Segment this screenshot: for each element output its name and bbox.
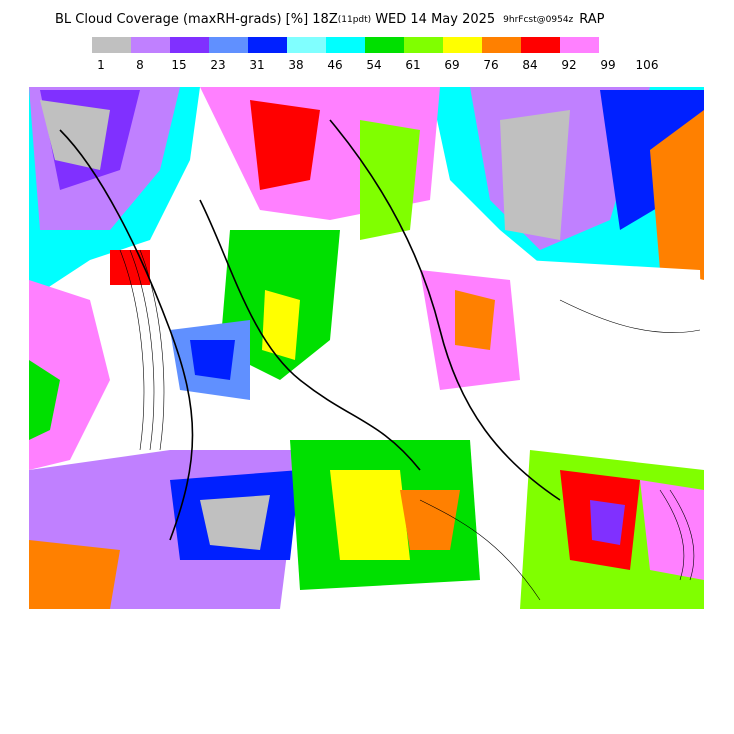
legend-swatch [287,37,326,53]
title: BL Cloud Coverage (maxRH-grads) [%] 18Z(… [55,12,605,27]
legend-swatch [365,37,404,53]
color-legend: 1 8 15 23 31 38 46 54 61 69 76 84 92 99 106 [92,37,658,72]
legend-label: 54 [366,58,381,72]
legend-swatch [521,37,560,53]
legend-label: 15 [171,58,186,72]
legend-swatch [209,37,248,53]
legend-label: 38 [288,58,303,72]
legend-label: 92 [561,58,576,72]
legend-label: 46 [327,58,342,72]
legend-swatch [248,37,287,53]
legend-swatch [92,37,131,53]
legend-label: 76 [483,58,498,72]
legend-swatch [131,37,170,53]
legend-swatch [443,37,482,53]
legend-label: 1 [97,58,105,72]
legend-label: 61 [405,58,420,72]
legend-label: 69 [444,58,459,72]
legend-label: 23 [210,58,225,72]
legend-label: 8 [136,58,144,72]
legend-label: 84 [522,58,537,72]
model: RAP [579,12,604,27]
legend-label: 106 [636,58,659,72]
title-main: BL Cloud Coverage (maxRH-grads) [%] 18Z [55,12,338,27]
legend-swatch [326,37,365,53]
legend-label: 99 [600,58,615,72]
local-time: (11pdt) [338,15,371,25]
legend-swatch [404,37,443,53]
date: WED 14 May 2025 [375,12,495,27]
cloud-field [29,87,704,609]
forecast: 9hrFcst@0954z [503,15,573,25]
legend-swatch [482,37,521,53]
legend-label: 31 [249,58,264,72]
legend-swatch [170,37,209,53]
map [29,87,704,609]
legend-swatch [560,37,599,53]
